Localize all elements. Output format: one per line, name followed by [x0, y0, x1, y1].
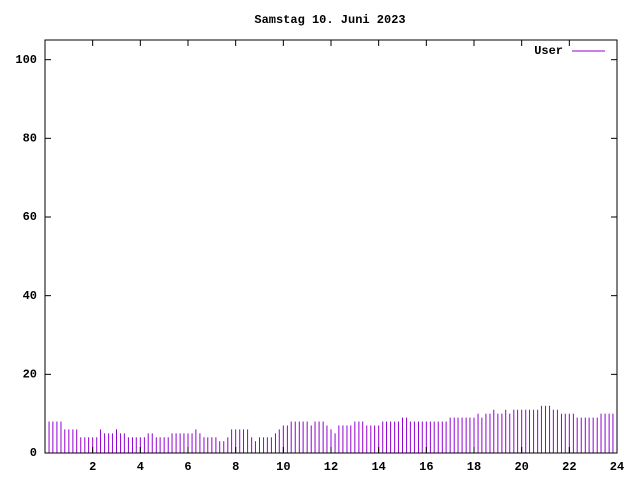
x-tick-label: 4	[137, 460, 144, 474]
x-tick-label: 6	[184, 460, 191, 474]
x-tick-label: 14	[371, 460, 385, 474]
x-tick-label: 22	[562, 460, 576, 474]
x-tick-label: 24	[610, 460, 624, 474]
y-tick-label: 0	[30, 446, 37, 460]
x-tick-label: 2	[89, 460, 96, 474]
x-tick-label: 12	[324, 460, 338, 474]
y-tick-label: 20	[23, 368, 37, 382]
x-tick-label: 8	[232, 460, 239, 474]
y-tick-label: 40	[23, 289, 37, 303]
plot-border	[44, 39, 618, 454]
x-tick-label: 20	[514, 460, 528, 474]
x-tick-label: 16	[419, 460, 433, 474]
y-tick-label: 100	[15, 53, 37, 67]
x-tick-label: 10	[276, 460, 290, 474]
chart-title: Samstag 10. Juni 2023	[254, 13, 405, 27]
y-tick-label: 80	[23, 132, 37, 146]
legend-label: User	[534, 44, 563, 58]
y-tick-label: 60	[23, 210, 37, 224]
x-tick-label: 18	[467, 460, 481, 474]
